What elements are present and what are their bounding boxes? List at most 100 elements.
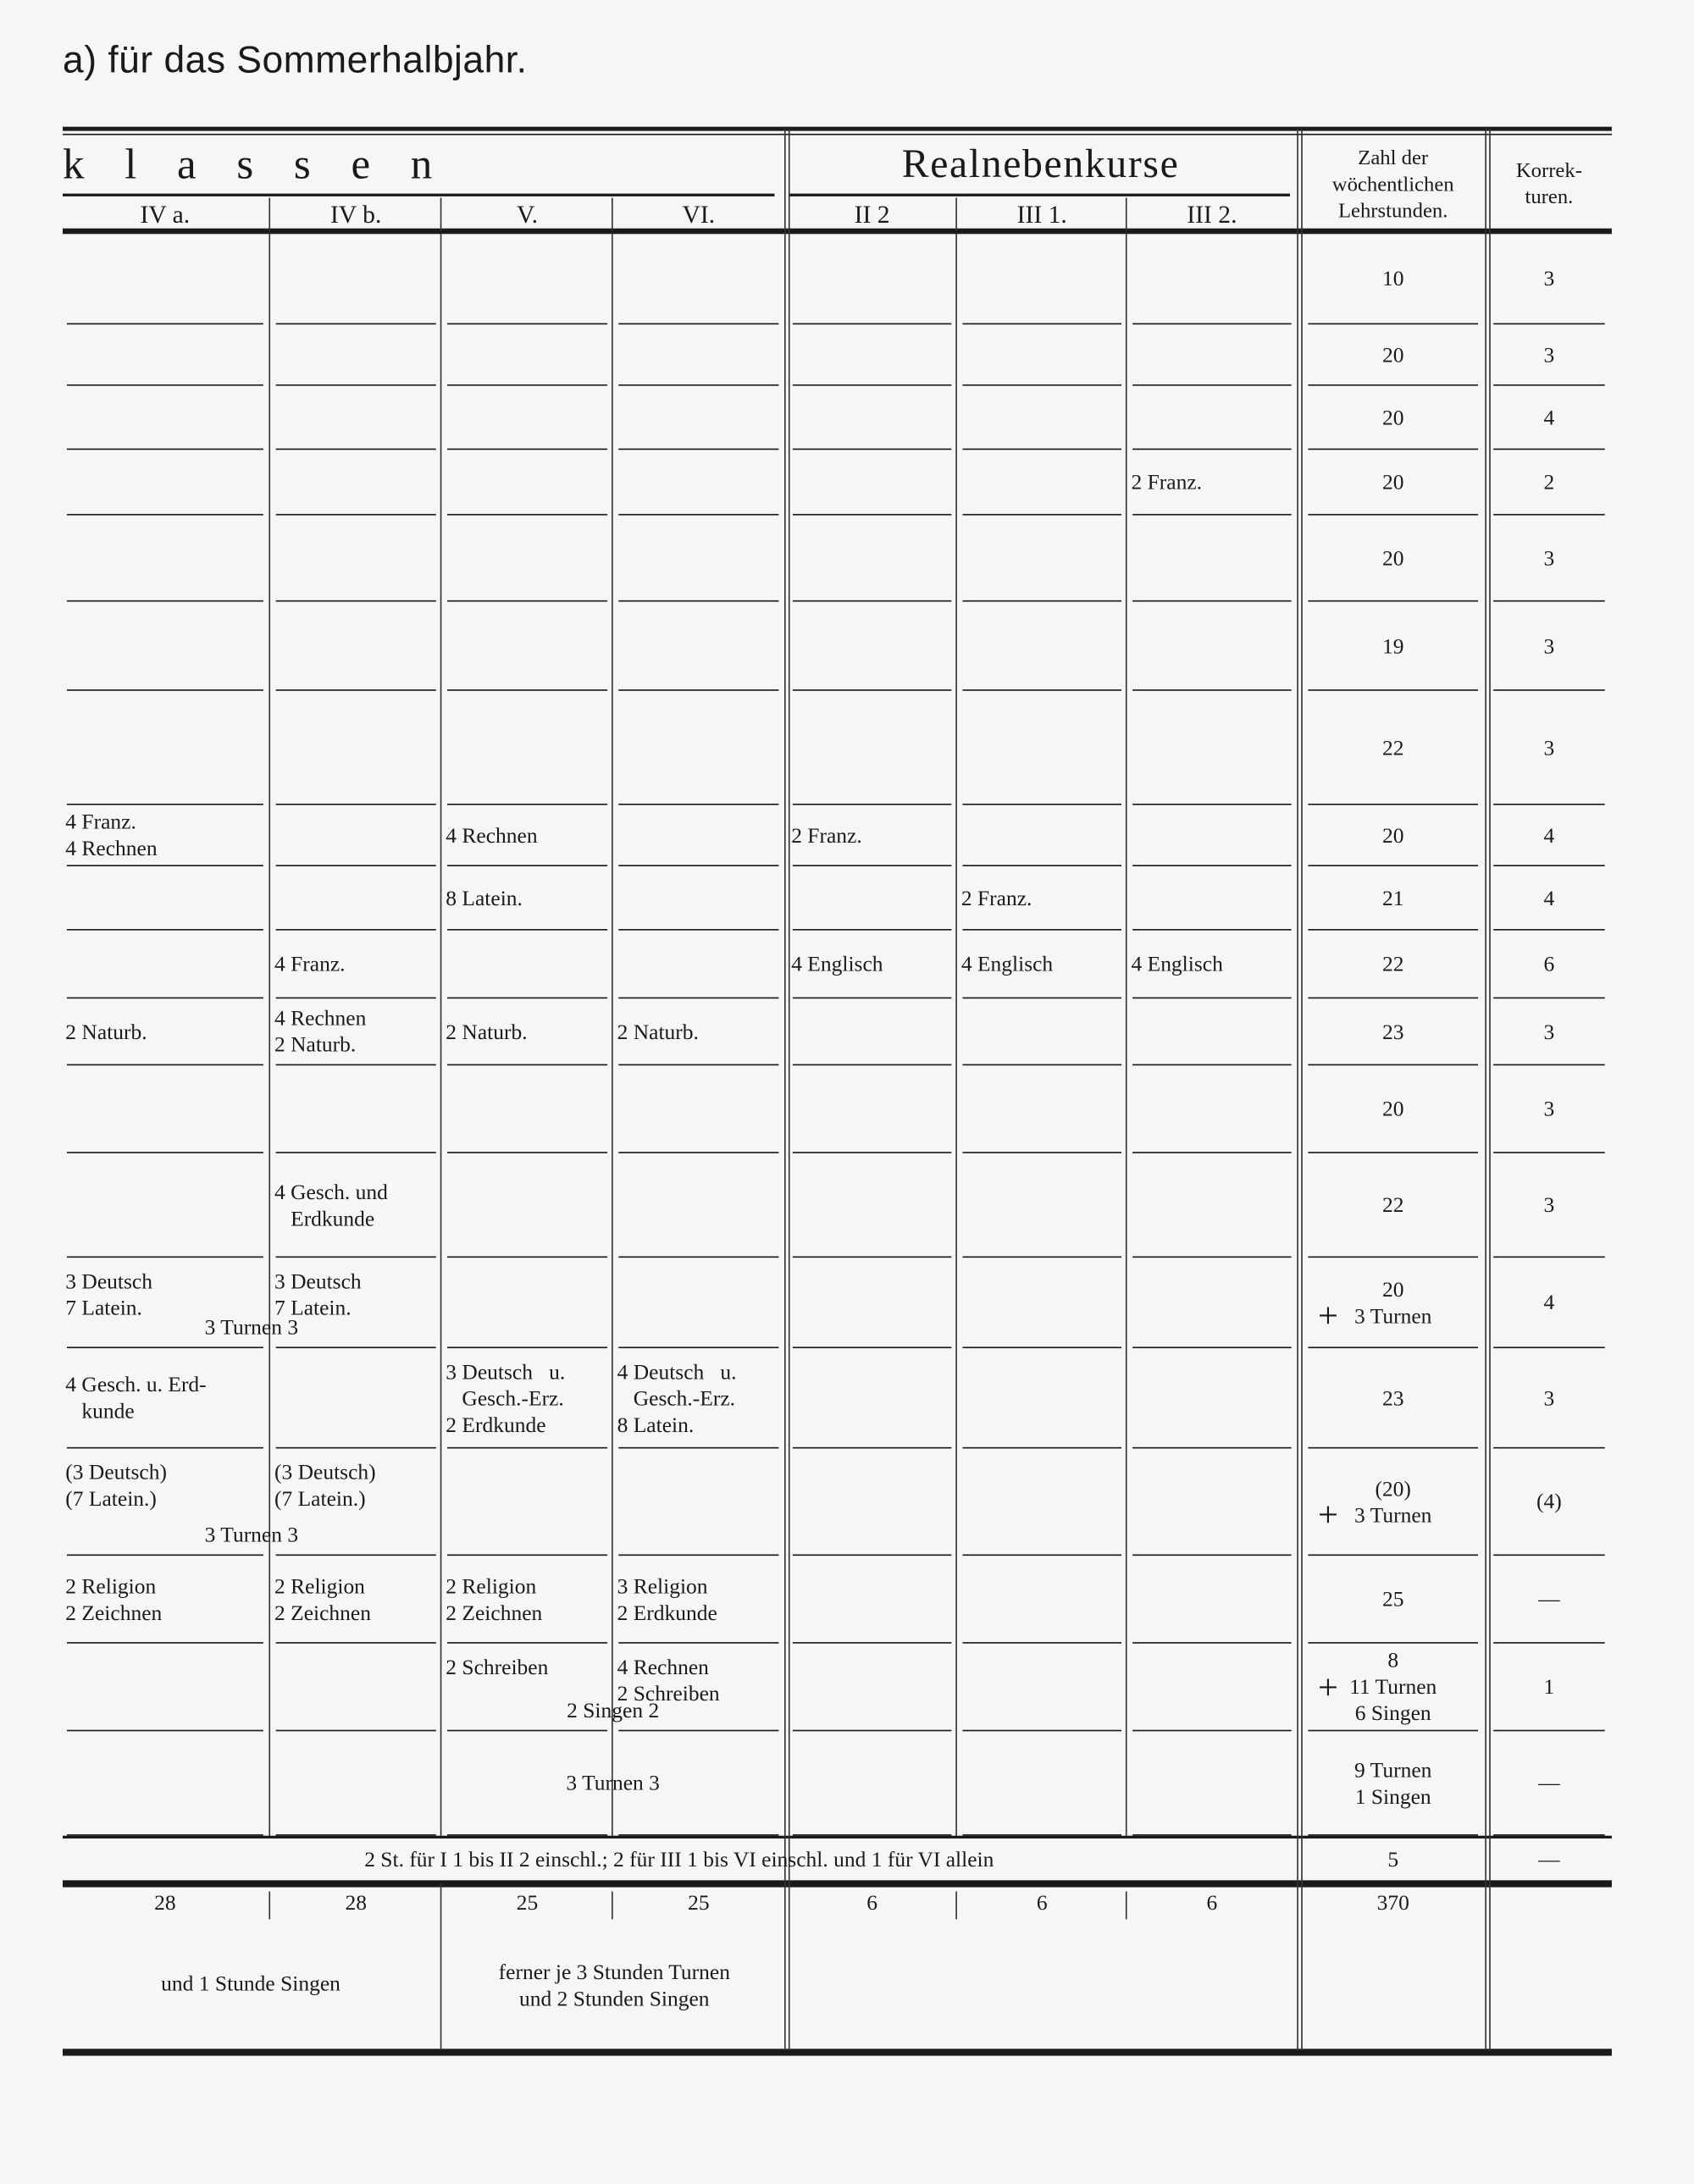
row-separator	[1308, 1729, 1479, 1732]
lehrstunden-value: 21	[1304, 866, 1482, 931]
row-separator	[1132, 323, 1292, 325]
cell-line: 3 Religion	[617, 1574, 708, 1599]
row-separator	[66, 1256, 263, 1258]
row-separator	[962, 1554, 1121, 1556]
row-separator	[66, 1554, 263, 1556]
row-separator	[1308, 1256, 1479, 1258]
lehrstunden-line: 25	[1381, 1587, 1404, 1612]
lehrstunden-line: 19	[1381, 634, 1404, 659]
row-separator	[446, 384, 608, 386]
schedule-cell: 4 Franz. 4 Rechnen	[63, 805, 273, 866]
row-separator	[1308, 1554, 1479, 1556]
row-separator	[1308, 1152, 1479, 1153]
lehrstunden-line: 22	[1381, 1193, 1404, 1218]
row-separator	[275, 689, 436, 691]
cell-line: kunde	[65, 1399, 135, 1424]
schedule-cell: 4 Rechnen 2 Schreiben	[614, 1644, 789, 1732]
cell-line: 2 Schreiben	[446, 1656, 549, 1680]
cell-line: 3 Deutsch	[274, 1269, 362, 1294]
row-separator	[1308, 323, 1479, 325]
row-separator	[1308, 865, 1479, 867]
row-separator	[1308, 448, 1479, 451]
cell-line: (3 Deutsch)	[274, 1461, 376, 1485]
schedule-cell: 2 Religion 2 Zeichnen	[272, 1556, 446, 1644]
section-divider	[1489, 128, 1491, 2050]
row-separator	[66, 865, 263, 867]
row-separator	[962, 1256, 1121, 1258]
lehrstunden-line: 20	[1381, 343, 1404, 368]
row-separator	[792, 1446, 952, 1449]
cell-line: 2 Schreiben	[617, 1682, 720, 1706]
header-zahl-der-lehrstunden: Zahl der wöchentlichen Lehrstunden.	[1304, 139, 1482, 231]
top-double-rule	[63, 133, 1612, 135]
row-separator	[1132, 513, 1292, 516]
column-header-3: VI.	[682, 200, 716, 229]
cell-line: 4 Englisch	[960, 952, 1054, 976]
schedule-cell: 4 Gesch. und Erdkunde	[272, 1153, 446, 1258]
row-separator	[962, 513, 1121, 516]
column-sum: 6	[1206, 1891, 1218, 1916]
row-separator	[1132, 384, 1292, 386]
schedule-cell: 4 Deutsch u. Gesch.-Erz. 8 Latein.	[614, 1348, 789, 1448]
row-separator	[275, 1554, 436, 1556]
row-separator	[618, 1152, 779, 1153]
row-separator	[446, 600, 608, 602]
row-separator	[446, 997, 608, 999]
row-separator	[446, 1256, 608, 1258]
row-separator	[1308, 1346, 1479, 1349]
cell-line: (7 Latein.)	[274, 1487, 366, 1512]
row-separator	[275, 600, 436, 602]
row-separator	[446, 1554, 608, 1556]
row-separator	[962, 1346, 1121, 1349]
row-separator	[618, 600, 779, 602]
row-separator	[275, 1256, 436, 1258]
row-separator	[275, 803, 436, 805]
section-divider	[1485, 128, 1486, 2050]
row-separator	[66, 1834, 263, 1836]
row-separator	[618, 997, 779, 999]
row-separator	[275, 997, 436, 999]
header-bottom-rule	[63, 228, 1612, 235]
column-sum: 25	[688, 1891, 710, 1916]
footer-note: 2 St. für I 1 bis II 2 einschl.; 2 für I…	[364, 1848, 994, 1872]
row-separator	[1493, 1554, 1605, 1556]
section-divider	[783, 128, 786, 2050]
header-korrekturen: Korrek- turen.	[1489, 139, 1608, 231]
korrekturen-value: 4	[1543, 823, 1555, 848]
row-separator	[1132, 1446, 1292, 1449]
row-separator	[66, 1152, 263, 1153]
cell-line: 2 Zeichnen	[65, 1601, 163, 1625]
lehrstunden-value: 20	[1304, 805, 1482, 866]
row-separator	[792, 448, 952, 451]
row-separator	[1308, 997, 1479, 999]
korrekturen-value: 6	[1543, 952, 1555, 976]
sum-divider	[268, 1891, 271, 1920]
korrekturen-value: 3	[1543, 546, 1555, 571]
cell-line: 2 Zeichnen	[274, 1601, 371, 1625]
klassen-underline	[63, 193, 775, 196]
top-double-rule	[63, 126, 1612, 131]
row-separator	[792, 1554, 952, 1556]
schedule-cell: 4 Englisch	[959, 931, 1132, 999]
schedule-cell: (3 Deutsch) (7 Latein.)	[272, 1448, 446, 1556]
lehrstunden-value: 20	[1304, 516, 1482, 602]
row-separator	[1493, 1152, 1605, 1153]
spanning-entry: 3 Turnen 3	[204, 1316, 299, 1341]
lehrstunden-line: 20	[1381, 1278, 1404, 1302]
lehrstunden-value: 9 Turnen 1 Singen	[1304, 1731, 1482, 1835]
header-group-klassen: klassen	[63, 139, 473, 189]
lehrstunden-line: 20	[1381, 823, 1404, 848]
row-separator	[618, 513, 779, 516]
sum-divider	[1125, 1891, 1127, 1920]
schedule-cell: 3 Deutsch 7 Latein.	[272, 1258, 446, 1348]
row-separator	[792, 997, 952, 999]
row-separator	[792, 384, 952, 386]
row-separator	[275, 384, 436, 386]
row-separator	[1308, 929, 1479, 931]
lehrstunden-line: 6 Singen	[1354, 1701, 1431, 1726]
row-separator	[962, 689, 1121, 691]
cell-line: 2 Franz.	[1131, 470, 1203, 495]
bottom-rule	[63, 2049, 1612, 2056]
header-column-divider	[955, 197, 957, 232]
